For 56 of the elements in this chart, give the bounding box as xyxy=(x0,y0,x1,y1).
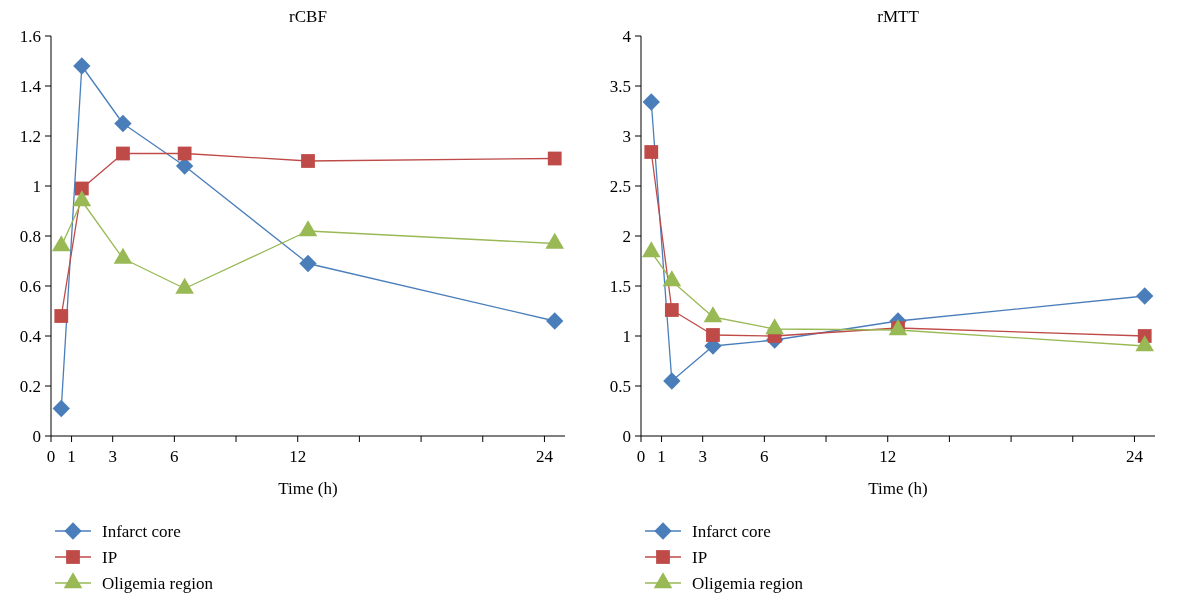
point xyxy=(642,93,660,111)
x-tick-label: 6 xyxy=(170,447,179,466)
point xyxy=(706,328,720,342)
point xyxy=(116,146,130,161)
y-tick-label: 1.5 xyxy=(609,276,631,296)
point xyxy=(301,154,315,168)
point xyxy=(546,312,564,330)
point xyxy=(547,151,562,166)
legend-label: IP xyxy=(692,547,708,567)
x-tick-label: 12 xyxy=(879,447,897,466)
y-tick-label: 1.2 xyxy=(19,126,41,146)
x-tick-label: 12 xyxy=(289,447,307,466)
point xyxy=(644,145,659,159)
point xyxy=(664,303,679,317)
y-tick-label: 1.6 xyxy=(19,26,41,46)
x-axis-title: Time (h) xyxy=(868,479,928,498)
chart-title: rCBF xyxy=(289,7,327,26)
y-tick-label: 0.6 xyxy=(19,276,41,296)
point xyxy=(114,114,132,133)
y-tick-label: 3.5 xyxy=(609,76,631,96)
y-tick-label: 1 xyxy=(32,176,41,196)
legend-label: Infarct core xyxy=(102,521,181,541)
point xyxy=(73,57,91,75)
y-tick-label: 0.4 xyxy=(19,326,42,346)
x-tick-label: 1 xyxy=(67,447,76,466)
y-tick-label: 2 xyxy=(622,226,631,246)
y-tick-label: 1.4 xyxy=(19,76,42,96)
y-tick-label: 0 xyxy=(32,426,41,446)
x-tick-label: 24 xyxy=(1125,447,1144,466)
legend-label: IP xyxy=(102,547,118,567)
point xyxy=(177,146,192,161)
x-tick-label: 3 xyxy=(108,447,117,466)
point xyxy=(299,254,317,273)
y-tick-label: 0 xyxy=(622,426,631,446)
y-tick-label: 0.8 xyxy=(19,226,41,246)
point xyxy=(52,399,70,418)
legend-label: Infarct core xyxy=(692,521,771,541)
point xyxy=(54,309,69,323)
x-tick-label: 3 xyxy=(698,447,707,466)
x-tick-label: 0 xyxy=(636,447,646,466)
chart-title: rMTT xyxy=(877,7,920,26)
y-tick-label: 4 xyxy=(622,26,632,46)
x-tick-label: 6 xyxy=(760,447,769,466)
point xyxy=(1136,287,1154,305)
x-tick-label: 1 xyxy=(657,447,666,466)
point xyxy=(663,372,681,390)
legend-label: Oligemia region xyxy=(102,573,214,593)
y-tick-label: 2.5 xyxy=(609,176,631,196)
y-tick-label: 0.5 xyxy=(609,376,631,396)
x-tick-label: 24 xyxy=(535,447,554,466)
y-tick-label: 3 xyxy=(622,126,631,146)
legend-label: Oligemia region xyxy=(692,573,804,593)
x-axis-title: Time (h) xyxy=(278,479,338,498)
x-tick-label: 0 xyxy=(46,447,56,466)
y-tick-label: 1 xyxy=(622,326,631,346)
y-tick-label: 0.2 xyxy=(19,376,41,396)
